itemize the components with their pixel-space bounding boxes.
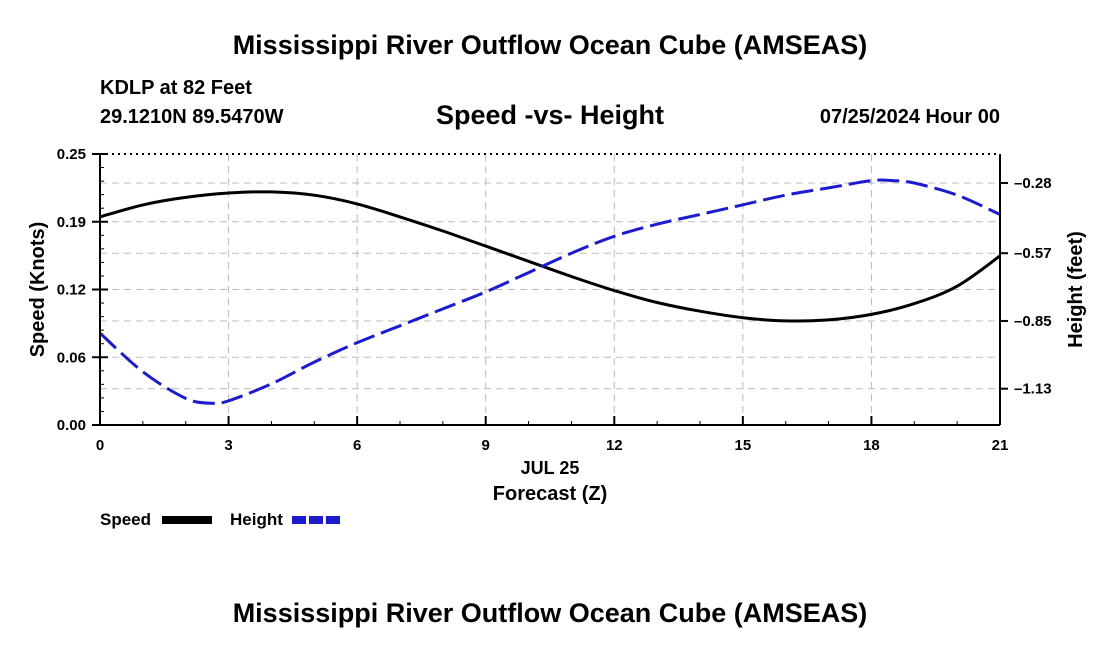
y-tick-label: 0.06 <box>57 349 86 366</box>
main-title: Mississippi River Outflow Ocean Cube (AM… <box>232 30 868 60</box>
station-label: KDLP at 82 Feet <box>100 77 252 99</box>
chart-subtitle: Speed -vs- Height <box>435 100 665 130</box>
y2-tick-label: –0.85 <box>1014 313 1052 330</box>
x-tick-label: 0 <box>96 437 104 454</box>
axes <box>92 153 1008 426</box>
grid-lines <box>100 154 1000 425</box>
x-tick-label: 21 <box>992 437 1009 454</box>
x-tick-label: 6 <box>353 437 361 454</box>
x-date-label: JUL 25 <box>521 458 580 478</box>
x-tick-label: 12 <box>606 437 623 454</box>
x-axis-title: Forecast (Z) <box>493 483 607 505</box>
series-height-line <box>98 178 1001 405</box>
x-tick-label: 15 <box>735 437 752 454</box>
legend-label-height: Height <box>230 510 283 529</box>
y2-axis-title: Height (feet) <box>1065 231 1087 348</box>
coordinates-label: 29.1210N 89.5470W <box>100 106 284 128</box>
axis-labels: 0 3 6 9 12 15 18 21 0.00 0.06 0.12 0.19 0.25 –1.13 –0.… <box>27 146 1087 505</box>
legend: Speed Height <box>100 510 342 529</box>
y2-tick-label: –1.13 <box>1014 381 1052 398</box>
y-tick-label: 0.19 <box>57 214 86 231</box>
y-tick-label: 0.25 <box>57 146 86 163</box>
date-label: 07/25/2024 Hour 00 <box>819 106 1000 128</box>
bottom-title: Mississippi River Outflow Ocean Cube (AM… <box>232 598 868 628</box>
y2-tick-label: –0.28 <box>1014 175 1052 192</box>
series-lines <box>98 178 1001 405</box>
y2-tick-label: –0.57 <box>1014 245 1052 262</box>
y-tick-label: 0.00 <box>57 417 86 434</box>
x-tick-label: 3 <box>224 437 232 454</box>
x-tick-label: 18 <box>863 437 880 454</box>
series-speed-line <box>99 190 1001 323</box>
y-axis-title: Speed (Knots) <box>27 222 49 358</box>
x-tick-label: 9 <box>482 437 490 454</box>
legend-label-speed: Speed <box>100 510 151 529</box>
y-tick-label: 0.12 <box>57 282 86 299</box>
